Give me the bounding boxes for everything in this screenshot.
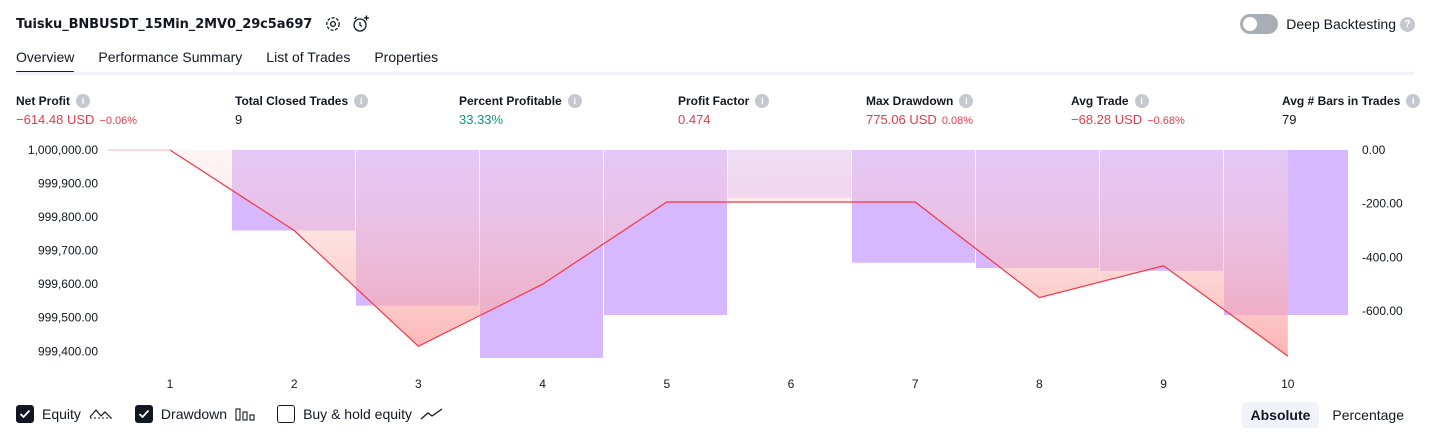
metric-max-drawdown: Max Drawdown i 775.06 USD 0.08% [866, 93, 974, 127]
tab-overview[interactable]: Overview [16, 44, 75, 74]
display-mode-switch: Absolute Percentage [1238, 402, 1414, 428]
chart-legend: Equity Drawdown Buy & hold equity [16, 403, 466, 425]
metric-label: Max Drawdown [866, 94, 954, 108]
mode-absolute-button[interactable]: Absolute [1241, 402, 1320, 428]
help-icon[interactable]: i [354, 94, 369, 108]
legend-equity[interactable]: Equity [16, 405, 113, 423]
tab-list-of-trades[interactable]: List of Trades [266, 49, 351, 65]
metric-value: 775.06 USD [866, 112, 937, 127]
left-tick-label: 999,600.00 [38, 277, 98, 291]
legend-equity-label: Equity [42, 406, 81, 422]
toggle-knob [1243, 17, 1258, 31]
left-tick-label: 999,700.00 [38, 244, 98, 258]
metric-label: Total Closed Trades [235, 94, 349, 108]
help-icon[interactable]: i [567, 94, 582, 108]
left-axis: 1,000,000.00 999,900.00 999,800.00 999,700.… [28, 143, 98, 358]
x-tick-label: 5 [663, 377, 670, 391]
metric-label: Avg Trade [1071, 94, 1129, 108]
equity-drawdown-chart[interactable]: 1,000,000.00 999,900.00 999,800.00 999,700.… [0, 140, 1431, 400]
help-icon[interactable]: i [1134, 94, 1149, 108]
help-icon[interactable]: ? [1400, 16, 1415, 32]
equity-line [108, 149, 1289, 357]
metrics-row: Net Profit i −614.48 USD −0.06% Total Clos… [0, 93, 1431, 133]
metric-value: 9 [235, 112, 243, 127]
right-tick-label: -600.00 [1362, 304, 1403, 318]
deep-backtesting-label: Deep Backtesting [1286, 16, 1396, 32]
left-tick-label: 999,800.00 [38, 210, 98, 224]
drawdown-checkbox[interactable] [134, 405, 153, 423]
x-tick-label: 6 [788, 377, 795, 391]
metric-profit-factor: Profit Factor i 0.474 [678, 93, 770, 127]
metric-label: Percent Profitable [459, 94, 562, 108]
right-tick-label: -200.00 [1362, 197, 1403, 211]
metric-total-closed-trades: Total Closed Trades i 9 [235, 93, 369, 127]
equity-series-line [169, 149, 1289, 357]
metric-label: Avg # Bars in Trades [1282, 94, 1401, 108]
equity-area [170, 150, 1288, 357]
legend-drawdown[interactable]: Drawdown [134, 405, 255, 423]
drawdown-bar [1286, 150, 1348, 316]
buy-hold-checkbox[interactable] [277, 405, 296, 423]
help-icon[interactable]: i [959, 94, 974, 108]
equity-area-fill [170, 150, 1288, 357]
tab-bar: Overview Performance Summary List of Tra… [16, 44, 462, 74]
left-tick-label: 999,500.00 [38, 311, 98, 325]
metric-percent: −0.68% [1147, 115, 1185, 127]
metric-net-profit: Net Profit i −614.48 USD −0.06% [16, 93, 137, 127]
x-tick-label: 3 [415, 377, 422, 391]
drawdown-bars-icon [235, 407, 255, 421]
left-tick-label: 1,000,000.00 [28, 143, 98, 157]
left-tick-label: 999,400.00 [38, 344, 98, 358]
metric-percent: 0.08% [941, 115, 974, 127]
x-axis: 1 2 3 4 5 6 7 8 9 10 [167, 377, 1295, 391]
legend-buy-hold-label: Buy & hold equity [303, 406, 413, 422]
strategy-header: Tuisku_BNBUSDT_15Min_2MV0_29c5a697 [16, 12, 372, 36]
x-tick-label: 10 [1281, 377, 1295, 391]
metric-label: Profit Factor [678, 94, 750, 108]
metric-value: −68.28 USD [1071, 112, 1143, 127]
left-tick-label: 999,900.00 [38, 177, 98, 191]
mode-percentage-button[interactable]: Percentage [1332, 407, 1404, 423]
equity-checkbox[interactable] [16, 405, 34, 423]
legend-drawdown-label: Drawdown [160, 406, 228, 422]
metric-avg-bars: Avg # Bars in Trades i 79 [1282, 93, 1421, 127]
help-icon[interactable]: i [1406, 94, 1421, 108]
right-axis: 0.00 -200.00 -400.00 -600.00 [1362, 143, 1403, 318]
strategy-title: Tuisku_BNBUSDT_15Min_2MV0_29c5a697 [16, 16, 313, 32]
buy-hold-line-icon [420, 407, 444, 421]
metric-value: 0.474 [678, 112, 711, 127]
x-tick-label: 8 [1036, 377, 1043, 391]
right-tick-label: 0.00 [1362, 143, 1386, 157]
x-tick-label: 9 [1160, 377, 1167, 391]
metric-value: 79 [1282, 112, 1297, 127]
metric-value: −614.48 USD [16, 112, 95, 127]
right-tick-label: -400.00 [1362, 250, 1403, 264]
metric-avg-trade: Avg Trade i −68.28 USD −0.68% [1071, 93, 1185, 127]
help-icon[interactable]: i [755, 94, 770, 108]
x-tick-label: 1 [167, 377, 174, 391]
metric-label: Net Profit [16, 94, 70, 108]
metric-value: 33.33% [459, 112, 504, 127]
equity-line-icon [89, 407, 113, 421]
metric-percent: −0.06% [99, 115, 138, 127]
tab-performance-summary[interactable]: Performance Summary [98, 49, 243, 65]
tabs-divider [16, 72, 1415, 75]
legend-buy-hold[interactable]: Buy & hold equity [277, 405, 444, 423]
metric-percent-profitable: Percent Profitable i 33.33% [459, 93, 582, 127]
x-tick-label: 7 [912, 377, 919, 391]
tab-properties[interactable]: Properties [374, 49, 439, 65]
deep-backtesting: Deep Backtesting ? [1240, 13, 1415, 35]
gear-icon[interactable] [322, 13, 344, 35]
deep-backtesting-toggle[interactable] [1240, 14, 1279, 34]
x-tick-label: 2 [291, 377, 298, 391]
add-alert-icon[interactable] [350, 13, 372, 35]
help-icon[interactable]: i [76, 94, 90, 108]
x-tick-label: 4 [539, 377, 546, 391]
